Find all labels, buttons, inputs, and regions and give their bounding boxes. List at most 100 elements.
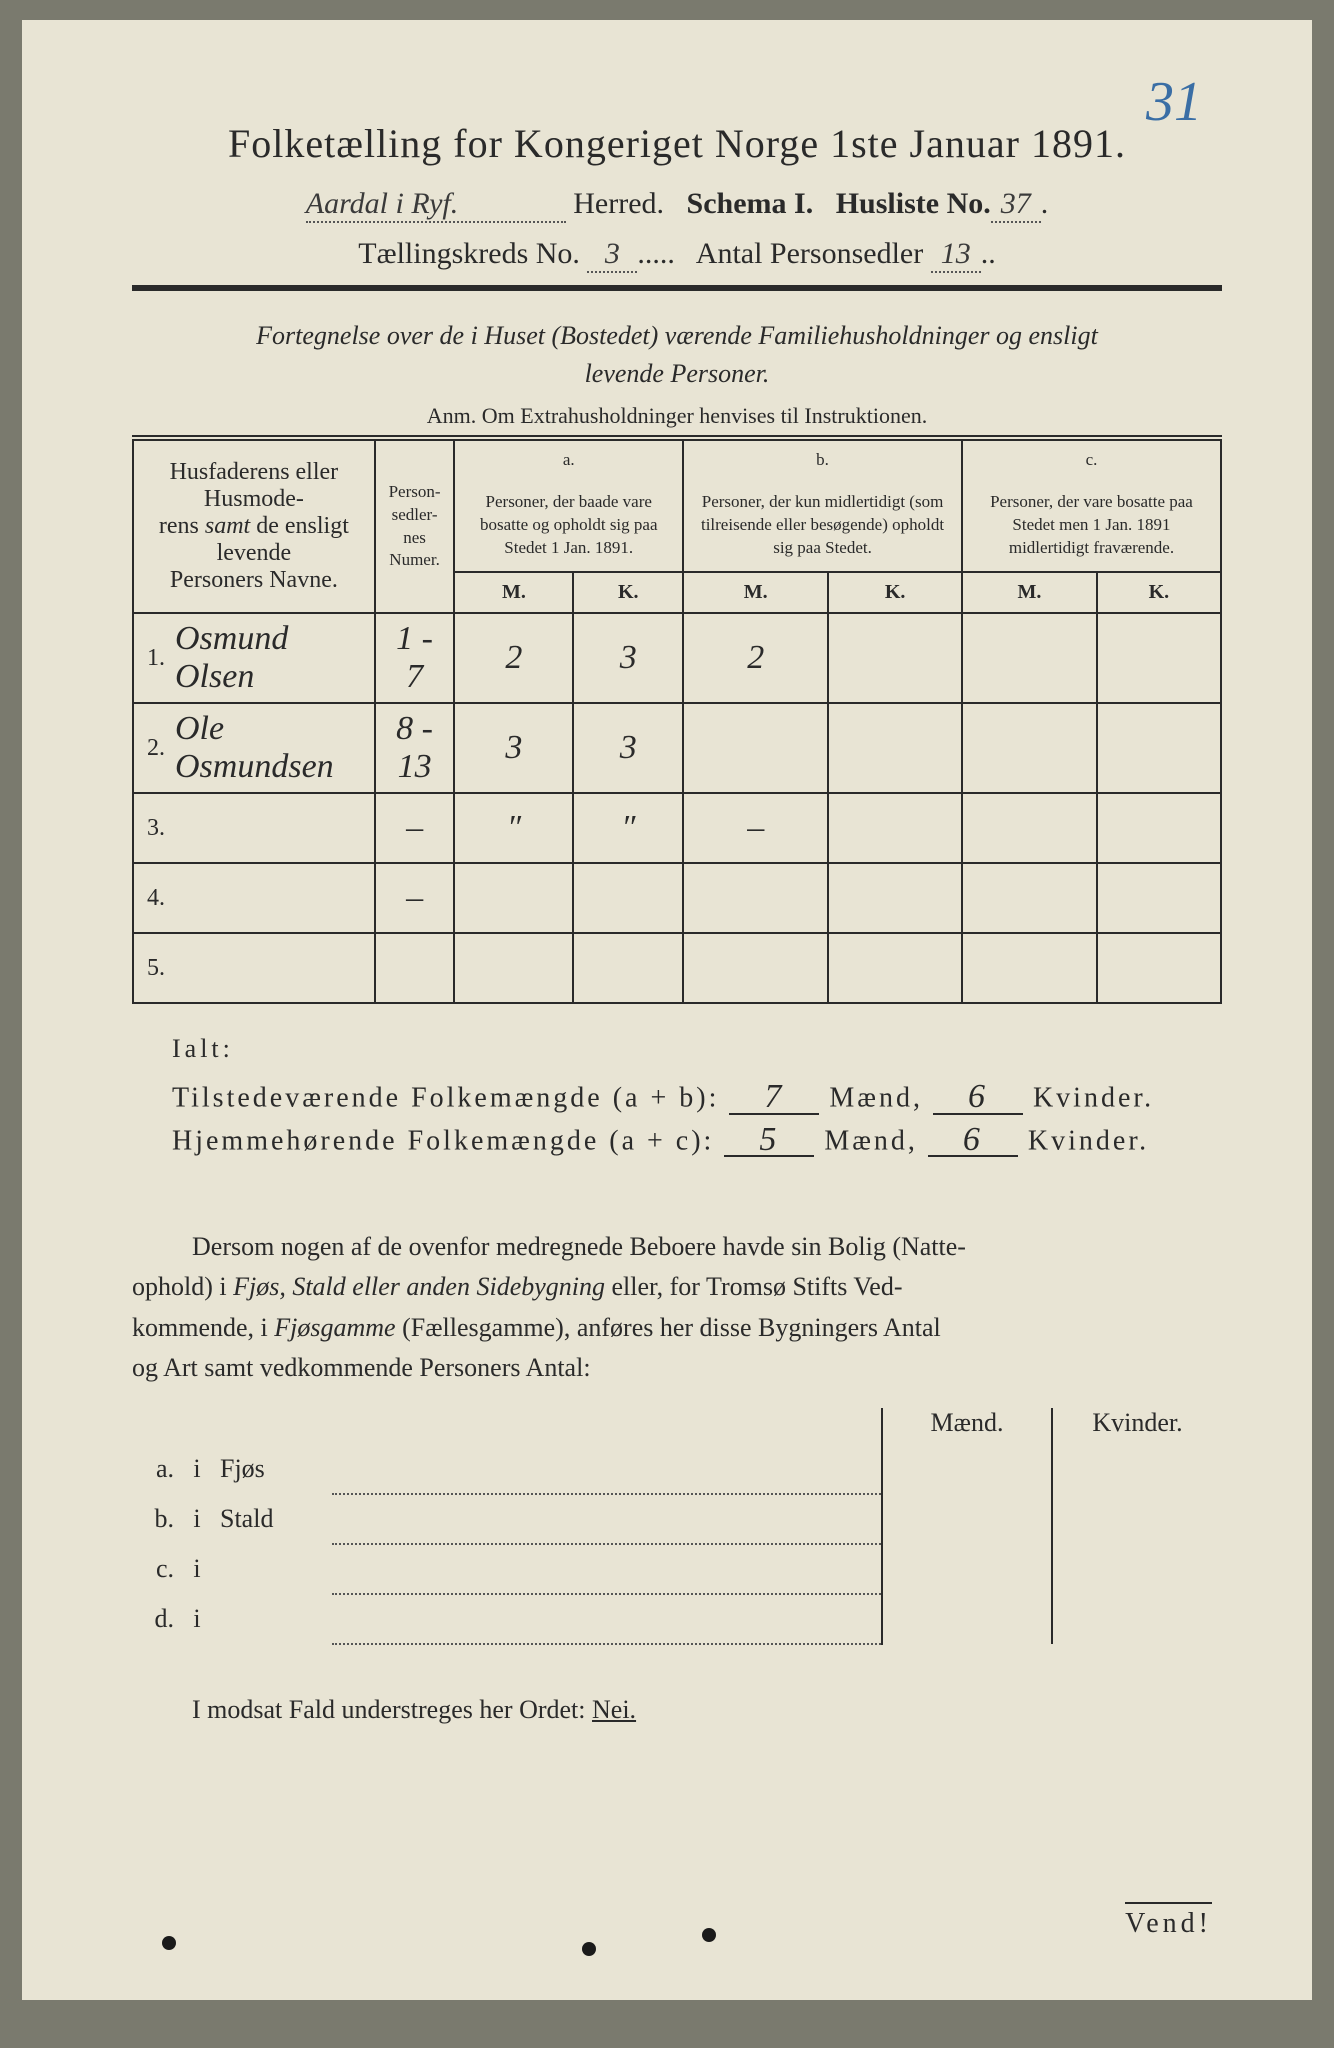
table-row: 4.–: [133, 863, 1221, 933]
t2-k: 6: [928, 1125, 1018, 1158]
t2-label: Hjemmehørende Folkemængde (a + c):: [172, 1125, 714, 1156]
building-row-maend: [882, 1444, 1052, 1494]
row-a-m: 3: [454, 703, 573, 793]
col-b-k: K.: [828, 572, 962, 613]
col-c-k: K.: [1097, 572, 1221, 613]
building-row-dots: [332, 1594, 882, 1644]
building-row-lab: c.: [132, 1544, 182, 1594]
row-c-k: [1097, 613, 1221, 703]
building-row-dots: [332, 1544, 882, 1594]
row-a-m: [454, 933, 573, 1003]
col-b-top: b.: [683, 440, 962, 480]
building-row-kind: Stald: [212, 1494, 332, 1544]
header-line-2: Aardal i Ryf. Herred. Schema I. Husliste…: [132, 187, 1222, 223]
ap-handwritten: 13: [931, 237, 981, 273]
schema-label: Schema I.: [687, 187, 814, 220]
anm-note: Anm. Om Extrahusholdninger henvises til …: [132, 403, 1222, 429]
row-numer: 1 - 7: [375, 613, 455, 703]
row-b-m: –: [683, 793, 828, 863]
row-name: [169, 863, 375, 933]
kvinder-label: Kvinder.: [1033, 1083, 1154, 1114]
row-b-m: [683, 703, 828, 793]
row-number: 2.: [133, 703, 169, 793]
table-row: 2.Ole Osmundsen8 - 1333: [133, 703, 1221, 793]
building-row-i: i: [182, 1444, 212, 1494]
divider-thick: [132, 285, 1222, 291]
building-row-kind: [212, 1544, 332, 1594]
maend-label: Mænd,: [829, 1083, 923, 1114]
row-number: 1.: [133, 613, 169, 703]
nei-line: I modsat Fald understreges her Ordet: Ne…: [132, 1695, 1222, 1725]
row-numer: –: [375, 793, 455, 863]
building-row-lab: a.: [132, 1444, 182, 1494]
col-a-top: a.: [454, 440, 683, 480]
hole-mark: [702, 1928, 716, 1942]
building-row: a.iFjøs: [132, 1444, 1222, 1494]
t2-m: 5: [724, 1125, 814, 1158]
row-b-k: [828, 863, 962, 933]
page-number-annotation: 31: [1146, 70, 1202, 134]
ap-label: Antal Personsedler: [696, 237, 923, 270]
building-row-i: i: [182, 1544, 212, 1594]
kvinder-label-2: Kvinder.: [1028, 1125, 1149, 1156]
row-c-m: [962, 863, 1097, 933]
row-a-k: ″: [573, 793, 683, 863]
t1-k: 6: [933, 1082, 1023, 1115]
row-c-m: [962, 613, 1097, 703]
row-a-m: [454, 863, 573, 933]
building-row-lab: b.: [132, 1494, 182, 1544]
building-row-kind: [212, 1594, 332, 1644]
col-a-m: M.: [454, 572, 573, 613]
table-row: 5.: [133, 933, 1221, 1003]
col-b-m: M.: [683, 572, 828, 613]
row-c-k: [1097, 863, 1221, 933]
building-row-kvinder: [1052, 1594, 1222, 1644]
nei-label: I modsat Fald understreges her Ordet:: [192, 1695, 586, 1724]
tk-label: Tællingskreds No.: [358, 237, 580, 270]
tk-handwritten: 3: [587, 237, 637, 273]
totals-line-1: Tilstedeværende Folkemængde (a + b): 7 M…: [172, 1082, 1222, 1115]
row-a-m: ″: [454, 793, 573, 863]
building-row-maend: [882, 1494, 1052, 1544]
row-a-k: [573, 863, 683, 933]
row-c-k: [1097, 793, 1221, 863]
building-row-dots: [332, 1494, 882, 1544]
col-b: Personer, der kun midlertidigt (som tilr…: [683, 480, 962, 571]
row-c-m: [962, 933, 1097, 1003]
building-row-kvinder: [1052, 1494, 1222, 1544]
col-names: Husfaderens eller Husmode-rens samt de e…: [133, 440, 375, 613]
building-row-maend: [882, 1544, 1052, 1594]
divider-thin: [132, 435, 1222, 437]
building-row-i: i: [182, 1594, 212, 1644]
building-row-lab: d.: [132, 1594, 182, 1644]
t1-label: Tilstedeværende Folkemængde (a + b):: [172, 1083, 719, 1114]
row-number: 5.: [133, 933, 169, 1003]
building-row-i: i: [182, 1494, 212, 1544]
row-name: Ole Osmundsen: [169, 703, 375, 793]
col-c: Personer, der vare bosatte paa Stedet me…: [962, 480, 1221, 571]
row-b-m: 2: [683, 613, 828, 703]
husliste-label: Husliste No.: [836, 187, 991, 220]
building-row-kvinder: [1052, 1444, 1222, 1494]
building-row: c.i: [132, 1544, 1222, 1594]
row-a-m: 2: [454, 613, 573, 703]
vend-label: Vend!: [1125, 1902, 1212, 1940]
bolig-paragraph: Dersom nogen af de ovenfor medregnede Be…: [132, 1227, 1222, 1388]
hole-mark: [582, 1942, 596, 1956]
building-table: Mænd. Kvinder. a.iFjøsb.iStaldc.id.i: [132, 1408, 1222, 1645]
subtitle-2: levende Personer.: [132, 359, 1222, 389]
row-a-k: [573, 933, 683, 1003]
row-number: 4.: [133, 863, 169, 933]
census-form-page: 31 Folketælling for Kongeriget Norge 1st…: [22, 20, 1312, 2000]
row-number: 3.: [133, 793, 169, 863]
husliste-handwritten: 37: [991, 187, 1041, 223]
col-maend: Mænd.: [882, 1408, 1052, 1444]
row-b-k: [828, 703, 962, 793]
row-c-m: [962, 793, 1097, 863]
ialt-label: Ialt:: [172, 1034, 1222, 1064]
col-numer: Person-sedler-nesNumer.: [375, 440, 455, 613]
building-row: d.i: [132, 1594, 1222, 1644]
building-row-kind: Fjøs: [212, 1444, 332, 1494]
row-name: Osmund Olsen: [169, 613, 375, 703]
row-b-k: [828, 933, 962, 1003]
